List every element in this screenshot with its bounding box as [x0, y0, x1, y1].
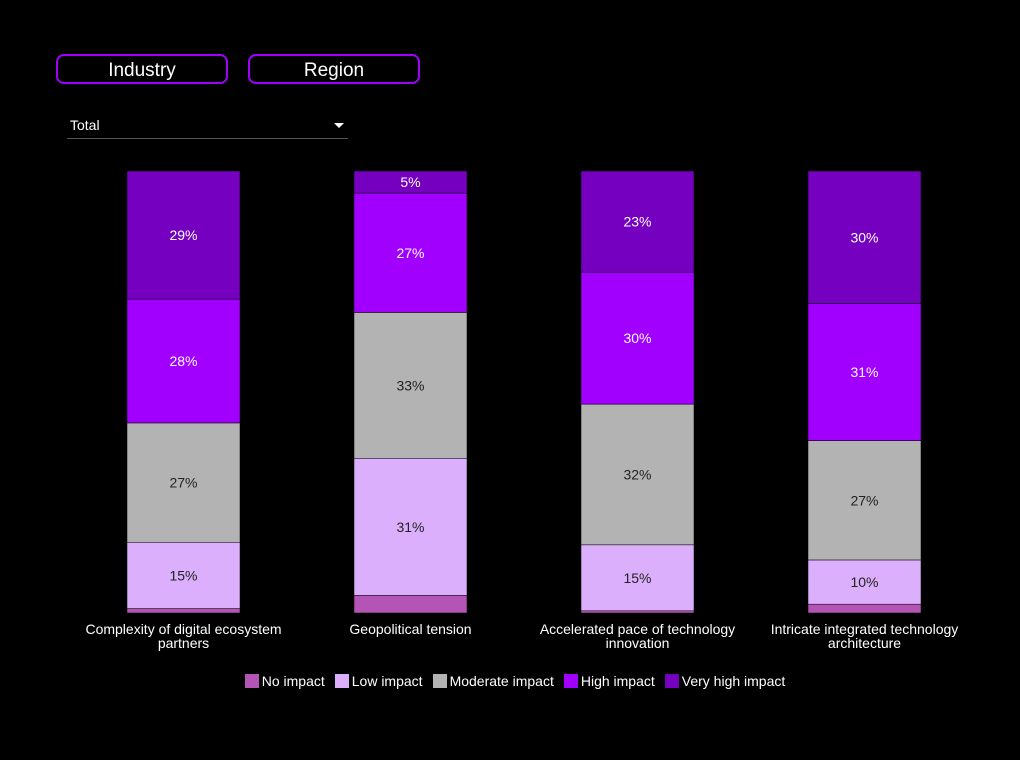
data-label: 32% [623, 466, 651, 482]
data-label: 31% [850, 364, 878, 380]
legend-label: Very high impact [681, 673, 786, 689]
bar-segment[interactable] [580, 271, 695, 405]
bar-segment[interactable] [807, 559, 922, 605]
bar-segment[interactable] [353, 595, 468, 614]
legend-label: No impact [261, 673, 325, 689]
category-label: Complexity of digital ecosystem [85, 621, 281, 637]
filter-dropdown[interactable]: Total [67, 112, 348, 139]
bar-segment[interactable] [126, 608, 241, 614]
bar-segment[interactable] [126, 298, 241, 424]
data-label: 30% [623, 330, 651, 346]
caret-down-icon [334, 123, 344, 128]
legend: No impact Low impact Moderate impact High i… [0, 673, 1020, 689]
legend-label: Low impact [351, 673, 423, 689]
bar-segment[interactable] [353, 458, 468, 596]
data-label: 27% [169, 475, 197, 491]
data-label: 27% [396, 245, 424, 261]
bar-segment[interactable] [580, 544, 695, 612]
category-label: architecture [828, 635, 901, 651]
legend-swatch [244, 674, 259, 688]
category-label: Geopolitical tension [349, 621, 471, 637]
data-label: 31% [396, 519, 424, 535]
category-label: Intricate integrated technology [771, 621, 959, 637]
category-label: partners [158, 635, 209, 651]
bar-segment[interactable] [580, 403, 695, 546]
bar-segment[interactable] [353, 192, 468, 313]
bar-segment[interactable] [353, 170, 468, 194]
category-label: Accelerated pace of technology [540, 621, 735, 637]
bar-segment[interactable] [807, 303, 922, 441]
legend-swatch [432, 674, 447, 688]
data-label: 5% [400, 174, 420, 190]
data-label: 29% [169, 227, 197, 243]
category-label: innovation [606, 635, 670, 651]
legend-swatch [563, 674, 578, 688]
data-label: 23% [623, 214, 651, 230]
data-label: 28% [169, 353, 197, 369]
data-label: 30% [850, 229, 878, 245]
data-label: 15% [623, 570, 651, 586]
legend-label: Moderate impact [449, 673, 554, 689]
legend-swatch [664, 674, 679, 688]
data-label: 10% [850, 574, 878, 590]
bar-segment[interactable] [353, 312, 468, 459]
legend-item[interactable]: Low impact [334, 673, 423, 689]
data-label: 15% [169, 567, 197, 583]
legend-label: High impact [580, 673, 655, 689]
legend-item[interactable]: No impact [244, 673, 325, 689]
bar-segment[interactable] [807, 170, 922, 304]
tab-industry[interactable]: Industry [56, 54, 228, 84]
bar-segment[interactable] [580, 170, 695, 273]
dropdown-value: Total [70, 117, 100, 133]
legend-swatch [334, 674, 349, 688]
bar-segment[interactable] [807, 440, 922, 561]
bar-segment[interactable] [126, 422, 241, 543]
legend-item[interactable]: Moderate impact [432, 673, 554, 689]
data-label: 33% [396, 377, 424, 393]
legend-item[interactable]: Very high impact [664, 673, 786, 689]
legend-item[interactable]: High impact [563, 673, 655, 689]
bar-segment[interactable] [126, 542, 241, 609]
data-label: 27% [850, 492, 878, 508]
tab-region[interactable]: Region [248, 54, 420, 84]
bar-segment[interactable] [807, 603, 922, 614]
bar-segment[interactable] [126, 170, 241, 300]
bar-segment[interactable] [580, 610, 695, 614]
